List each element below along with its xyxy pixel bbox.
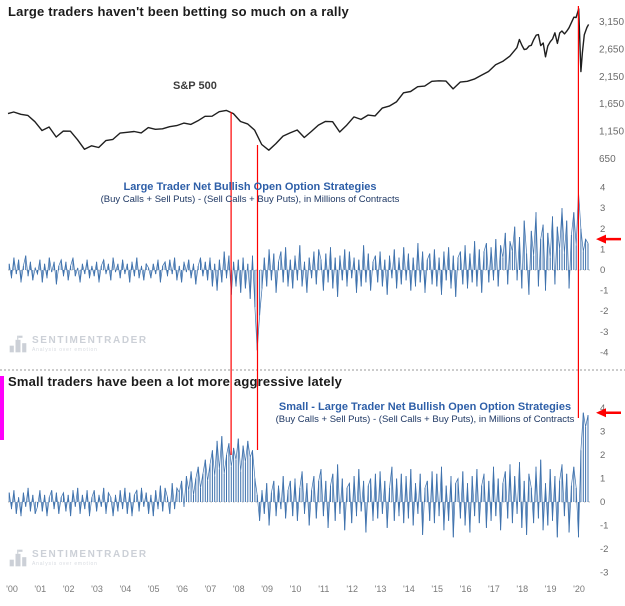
x-tick: '13 <box>375 584 387 594</box>
top-panel-title: Large traders haven't been betting so mu… <box>8 4 349 19</box>
sp500-ytick: 1,150 <box>599 127 624 138</box>
large-trader-titles: Large Trader Net Bullish Open Option Str… <box>30 181 470 205</box>
small_minus_large-line <box>8 412 589 538</box>
large_trader-ytick: -3 <box>600 327 608 338</box>
sentimentrader-logo-icon <box>9 549 27 567</box>
sentimentrader-logo-icon <box>9 335 27 353</box>
small-trader-subtitle: (Buy Calls + Sell Puts) - (Sell Calls + … <box>275 414 575 425</box>
x-tick: '20 <box>573 584 585 594</box>
small-trader-titles: Small - Large Trader Net Bullish Open Op… <box>235 401 615 425</box>
watermark-name: SENTIMENTRADER <box>32 548 148 560</box>
large_trader-ytick: 1 <box>600 244 605 255</box>
magenta-edge-bar <box>0 376 4 440</box>
sp500-ytick: 650 <box>599 154 616 165</box>
small_minus_large-ytick: -1 <box>600 521 608 532</box>
sp500-series-label: S&P 500 <box>173 80 217 92</box>
large_trader-ytick: -4 <box>600 347 608 358</box>
sp500-line <box>7 8 590 151</box>
x-tick: '06 <box>176 584 188 594</box>
large_trader-line <box>8 191 589 351</box>
sp500-ytick: 1,650 <box>599 99 624 110</box>
large_trader-ytick: 0 <box>600 265 605 276</box>
x-tick: '03 <box>91 584 103 594</box>
large_trader-ytick: 3 <box>600 203 605 214</box>
x-tick: '00 <box>6 584 18 594</box>
x-tick: '01 <box>34 584 46 594</box>
large_trader-ytick: -1 <box>600 286 608 297</box>
small_minus_large-ytick: 4 <box>600 403 605 414</box>
watermark-bottom: SENTIMENTRADER Analysis over emotion <box>8 548 148 568</box>
small_minus_large-ytick: 2 <box>600 450 605 461</box>
large_trader-ytick: 2 <box>600 224 605 235</box>
small_minus_large-ytick: 3 <box>600 427 605 438</box>
bottom-panel-title: Small traders have been a lot more aggre… <box>8 374 343 389</box>
x-tick: '05 <box>148 584 160 594</box>
large-trader-title: Large Trader Net Bullish Open Option Str… <box>123 181 377 193</box>
x-tick: '09 <box>261 584 273 594</box>
x-tick: '04 <box>120 584 132 594</box>
x-tick: '18 <box>516 584 528 594</box>
large_trader-ytick: -2 <box>600 306 608 317</box>
red-arrow-head <box>596 234 606 244</box>
x-tick: '15 <box>431 584 443 594</box>
x-tick: '19 <box>545 584 557 594</box>
large-trader-subtitle: (Buy Calls + Sell Puts) - (Sell Calls + … <box>100 194 400 205</box>
x-tick: '08 <box>233 584 245 594</box>
large_trader-ytick: 4 <box>600 183 605 194</box>
x-tick: '17 <box>488 584 500 594</box>
small_minus_large-ytick: -2 <box>600 544 608 555</box>
sp500-ytick: 2,650 <box>599 45 624 56</box>
watermark-tagline: Analysis over emotion <box>32 560 98 567</box>
x-tick: '14 <box>403 584 415 594</box>
sp500-ytick: 3,150 <box>599 17 624 28</box>
small_minus_large-ytick: 1 <box>600 474 605 485</box>
small_minus_large-ytick: 0 <box>600 497 605 508</box>
x-tick: '16 <box>460 584 472 594</box>
small-trader-title: Small - Large Trader Net Bullish Open Op… <box>278 401 572 413</box>
x-tick: '12 <box>346 584 358 594</box>
small_minus_large-ytick: -3 <box>600 568 608 579</box>
x-tick: '02 <box>63 584 75 594</box>
x-tick: '11 <box>318 584 329 594</box>
watermark-name: SENTIMENTRADER <box>32 334 148 346</box>
x-tick: '07 <box>205 584 217 594</box>
watermark-tagline: Analysis over emotion <box>32 346 98 353</box>
sp500-ytick: 2,150 <box>599 72 624 83</box>
watermark-middle: SENTIMENTRADER Analysis over emotion <box>8 334 148 354</box>
x-tick: '10 <box>290 584 302 594</box>
red-arrow-head <box>596 408 606 418</box>
